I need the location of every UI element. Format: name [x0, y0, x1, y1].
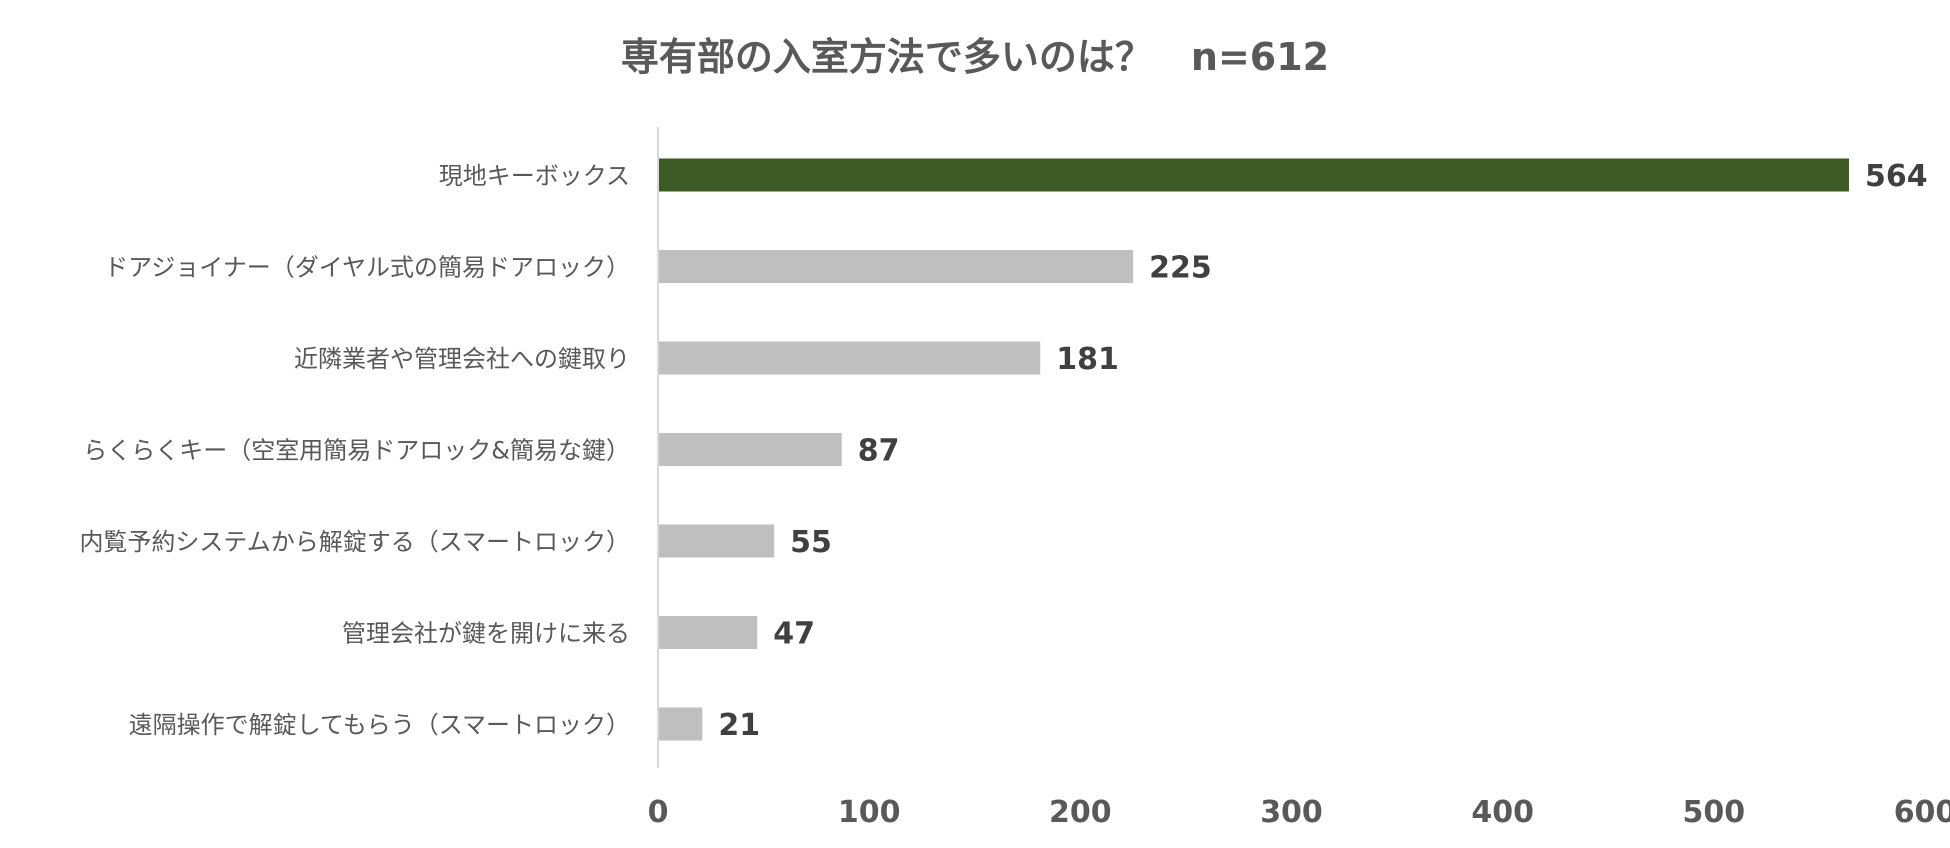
x-axis-ticks: 0 100 200 300 400 500 600	[648, 795, 1950, 830]
bars-layer	[658, 158, 1849, 741]
category-label-6: 遠隔操作で解錠してもらう（スマートロック）	[129, 711, 630, 739]
value-label-2: 181	[1056, 342, 1119, 377]
x-tick-label-5: 500	[1683, 795, 1746, 830]
value-label-1: 225	[1149, 251, 1212, 286]
value-label-0: 564	[1865, 159, 1928, 194]
value-label-4: 55	[790, 525, 832, 560]
category-label-4: 内覧予約システムから解錠する（スマートロック）	[79, 528, 630, 556]
bar-2	[658, 341, 1041, 375]
bar-6	[658, 707, 703, 741]
x-tick-label-3: 300	[1260, 795, 1323, 830]
x-tick-label-0: 0	[648, 795, 669, 830]
bar-4	[658, 524, 775, 558]
bar-0	[658, 158, 1849, 192]
value-label-5: 47	[773, 617, 815, 652]
category-label-5: 管理会社が鍵を開けに来る	[342, 620, 630, 648]
bar-1	[658, 250, 1134, 283]
x-tick-label-4: 400	[1471, 795, 1534, 830]
bar-3	[658, 433, 842, 466]
category-label-2: 近隣業者や管理会社への鍵取り	[294, 345, 630, 373]
x-tick-label-6: 600	[1894, 795, 1950, 830]
x-tick-label-1: 100	[838, 795, 901, 830]
category-label-0: 現地キーボックス	[439, 162, 630, 190]
value-labels: 564 225 181 87 55 47 21	[718, 159, 1927, 743]
x-tick-label-2: 200	[1049, 795, 1112, 830]
value-label-3: 87	[858, 434, 900, 469]
bar-5	[658, 616, 758, 649]
value-label-6: 21	[718, 708, 760, 743]
category-label-3: らくらくキー（空室用簡易ドアロック&簡易な鍵）	[83, 437, 630, 465]
chart-title: 専有部の入室方法で多いのは？ n=612	[621, 35, 1329, 79]
category-label-1: ドアジョイナー（ダイヤル式の簡易ドアロック）	[104, 254, 630, 282]
